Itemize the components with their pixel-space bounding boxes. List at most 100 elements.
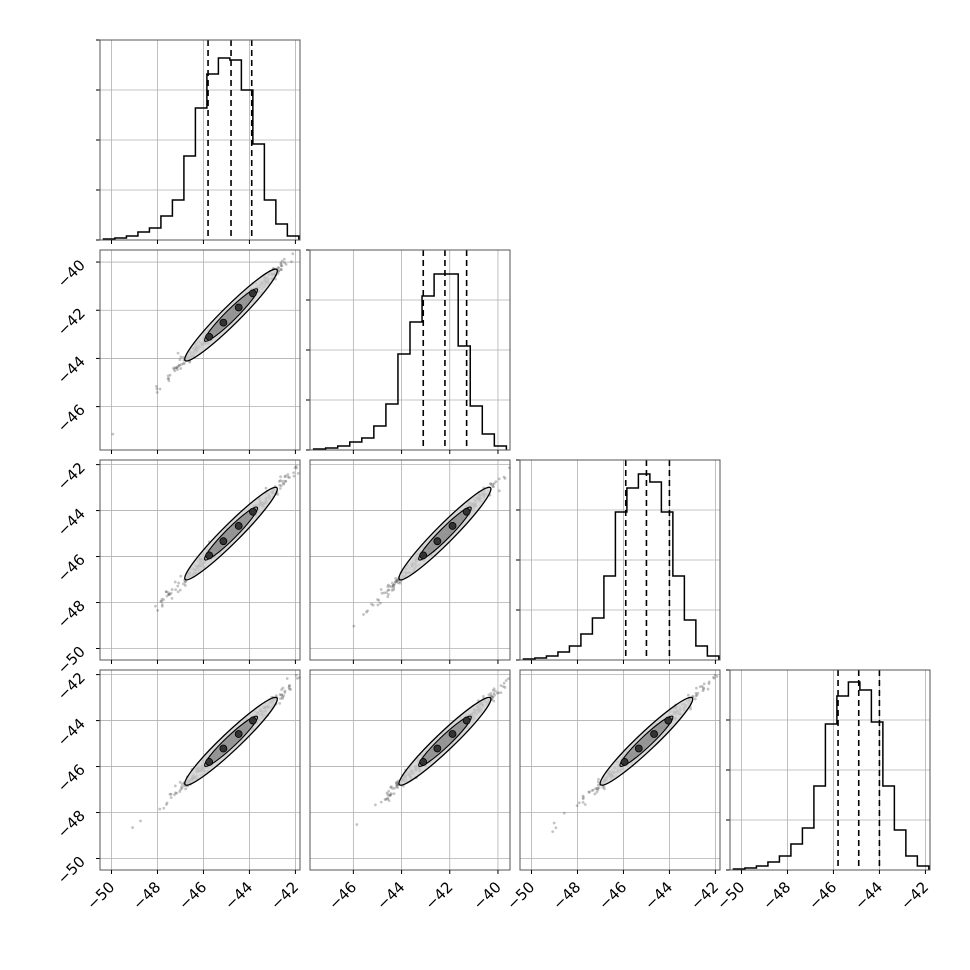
scatter-point [281,479,284,483]
scatter-point [386,583,390,587]
scatter-point [281,695,285,699]
scatter-point [391,787,394,790]
scatter-point [287,684,291,688]
scatter-point [392,588,396,592]
scatter-point [391,584,395,588]
scatter-point [582,796,585,799]
scatter-point [282,482,285,485]
scatter-point [693,697,697,701]
hist-panel-frame [99,39,301,241]
y-tick-label: −44 [54,505,89,540]
scatter-point [156,608,160,612]
x-tick-label: −40 [470,878,505,913]
scatter-point [167,379,171,383]
scatter-point [277,479,281,483]
scatter-point [295,677,299,680]
scatter-point [695,693,699,697]
contour-core [234,303,243,312]
contour-core [650,730,658,738]
scatter-point [172,367,176,371]
scatter-point [181,362,185,366]
scatter-point [188,360,192,364]
scatter-point [162,598,165,602]
scatter-point [286,473,290,476]
histogram-4 [732,681,930,870]
scatter-point [277,269,281,273]
contour-core [205,332,214,341]
scatter-point [178,790,182,793]
scatter-point [595,787,599,791]
histogram-2 [312,273,508,450]
scatter-point [164,590,168,594]
scatter-point [384,797,388,801]
scatter-point [596,780,600,784]
x-tick-label: −48 [759,878,794,913]
scatter-point [388,793,392,797]
scatter-point [707,680,711,684]
scatter-point [398,579,402,583]
contour-inner [619,715,674,767]
scatter-point [283,691,287,694]
scatter-point [395,579,398,583]
scatter-point [280,693,284,697]
scatter-point [283,689,287,693]
scatter-point [168,592,171,596]
scatter-point [365,610,368,614]
scatter-point [279,484,283,488]
scatter-point [166,591,170,595]
scatter-point [491,688,495,692]
scatter-point [497,477,501,481]
y-tick-label: −48 [54,807,89,842]
y-tick-label: −44 [54,353,89,388]
x-tick-label: −42 [421,878,456,913]
scatter-point [174,791,177,795]
scatter-point [379,800,383,804]
scatter-point [497,489,501,493]
x-tick-label: −46 [595,878,630,913]
scatter-point [279,475,282,479]
histogram-3 [522,473,720,660]
scatter-point [180,362,183,366]
scatter-point [167,377,171,380]
scatter-point [173,784,177,788]
scatter-point [264,486,268,490]
scatter-point [279,261,283,265]
scatter-point [601,786,605,789]
scatter-point [395,783,399,787]
scatter-point [167,593,170,596]
scatter-panel-frame [519,669,721,871]
scatter-panel-frame [309,669,511,871]
scatter-point [175,366,178,370]
scatter-point [492,485,495,489]
scatter-panel-frame [309,459,511,661]
scatter-point [388,794,392,798]
scatter-point [396,578,399,582]
scatter-point [155,384,158,388]
scatter-point [179,367,183,370]
scatter-point [575,804,579,808]
scatter-point [295,466,298,470]
scatter-point [284,479,288,483]
scatter-point [377,598,381,602]
scatter-point [597,777,600,781]
contour-core [433,537,442,546]
contour-core [462,507,471,516]
scatter-point [386,595,390,599]
scatter-point [370,602,373,606]
contour-core [634,744,643,753]
scatter-point [160,599,163,603]
hist-panel-frame [519,459,721,661]
y-tick-label: −46 [54,401,89,436]
scatter-point [378,601,382,605]
contour-inner [203,288,259,342]
scatter-point [715,674,719,678]
scatter-point [385,791,389,795]
y-tick-label: −42 [54,459,89,494]
scatter-point [165,594,169,598]
scatter-point [702,687,705,691]
scatter-point [158,807,162,811]
x-tick-label: −44 [851,878,886,913]
scatter-point [170,596,174,600]
scatter-point [489,692,493,695]
